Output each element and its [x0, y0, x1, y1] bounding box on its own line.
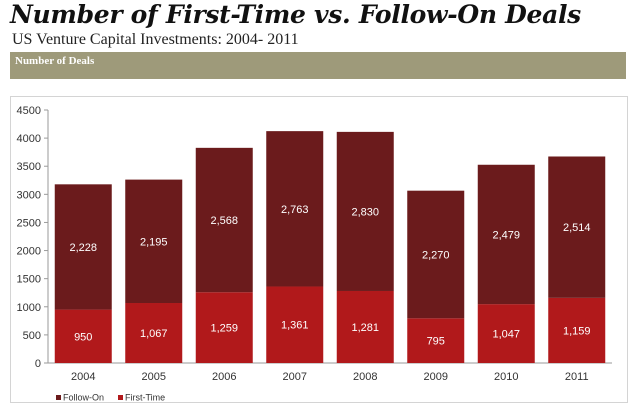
label-first-time-2009: 795 [427, 336, 445, 348]
label-follow-on-2004: 2,228 [69, 242, 97, 254]
label-first-time-2008: 1,281 [351, 322, 379, 334]
label-follow-on-2006: 2,568 [210, 215, 238, 227]
bar-first-time-2007 [266, 286, 324, 363]
label-follow-on-2009: 2,270 [422, 249, 450, 261]
y-tick-label: 500 [23, 330, 41, 342]
bar-first-time-2004 [54, 309, 112, 363]
bar-follow-on-2008 [336, 131, 394, 291]
bar-follow-on-2005 [125, 179, 183, 304]
label-follow-on-2010: 2,479 [492, 229, 520, 241]
legend-label-follow-on: Follow-On [63, 393, 104, 403]
y-tick-label: 0 [35, 358, 41, 370]
x-tick-label: 2010 [494, 371, 518, 383]
x-tick-label: 2011 [565, 371, 589, 383]
bar-first-time-2009 [407, 318, 465, 363]
bar-first-time-2010 [477, 304, 535, 363]
label-follow-on-2007: 2,763 [281, 204, 309, 216]
bar-follow-on-2006 [195, 147, 253, 293]
bar-first-time-2006 [195, 292, 253, 363]
bar-first-time-2005 [125, 303, 183, 363]
bar-follow-on-2004 [54, 184, 112, 310]
label-first-time-2011: 1,159 [563, 325, 591, 337]
x-tick-label: 2009 [424, 371, 448, 383]
x-tick-label: 2008 [353, 371, 377, 383]
bar-follow-on-2007 [266, 131, 324, 287]
y-tick-label: 3000 [17, 189, 41, 201]
label-first-time-2005: 1,067 [140, 328, 168, 340]
label-first-time-2004: 950 [74, 331, 92, 343]
bars: 950 2,228 1,067 2,195 1,259 2,568 1,361 2,763 1,… [54, 131, 606, 363]
label-follow-on-2005: 2,195 [140, 236, 168, 248]
y-tick-label: 2000 [17, 246, 41, 258]
label-first-time-2007: 1,361 [281, 320, 309, 332]
x-axis: 2004 2005 2006 2007 2008 2009 2010 2011 [48, 362, 612, 383]
chart-frame [10, 96, 628, 403]
y-tick-label: 4000 [17, 133, 41, 145]
label-follow-on-2011: 2,514 [563, 222, 591, 234]
legend-swatch-first-time [118, 395, 123, 400]
chart-title: Number of First-Time vs. Follow-On Deals [10, 0, 581, 29]
bar-follow-on-2011 [548, 156, 606, 298]
bar-first-time-2011 [548, 297, 606, 363]
x-tick-label: 2006 [212, 371, 236, 383]
bar-follow-on-2010 [477, 164, 535, 305]
legend-label-first-time: First-Time [125, 393, 165, 403]
y-tick-label: 2500 [17, 217, 41, 229]
x-tick-label: 2005 [142, 371, 166, 383]
y-tick-label: 1000 [17, 302, 41, 314]
y-axis: 0 500 1000 1500 2000 2500 3000 3500 4000 4500 [17, 105, 49, 370]
label-first-time-2010: 1,047 [492, 329, 520, 341]
bar-follow-on-2009 [407, 190, 465, 319]
legend-swatch-follow-on [56, 395, 61, 400]
chart-subtitle: US Venture Capital Investments: 2004- 20… [12, 31, 299, 48]
bar-first-time-2008 [336, 290, 394, 363]
y-tick-label: 1500 [17, 274, 41, 286]
label-first-time-2006: 1,259 [210, 323, 238, 335]
band-label: Number of Deals [15, 55, 95, 67]
section-band: Number of Deals [10, 52, 626, 79]
x-tick-label: 2007 [283, 371, 307, 383]
y-tick-label: 3500 [17, 161, 41, 173]
x-tick-label: 2004 [71, 371, 95, 383]
label-follow-on-2008: 2,830 [351, 206, 379, 218]
legend: Follow-On First-Time [56, 393, 165, 403]
y-tick-label: 4500 [17, 105, 41, 117]
